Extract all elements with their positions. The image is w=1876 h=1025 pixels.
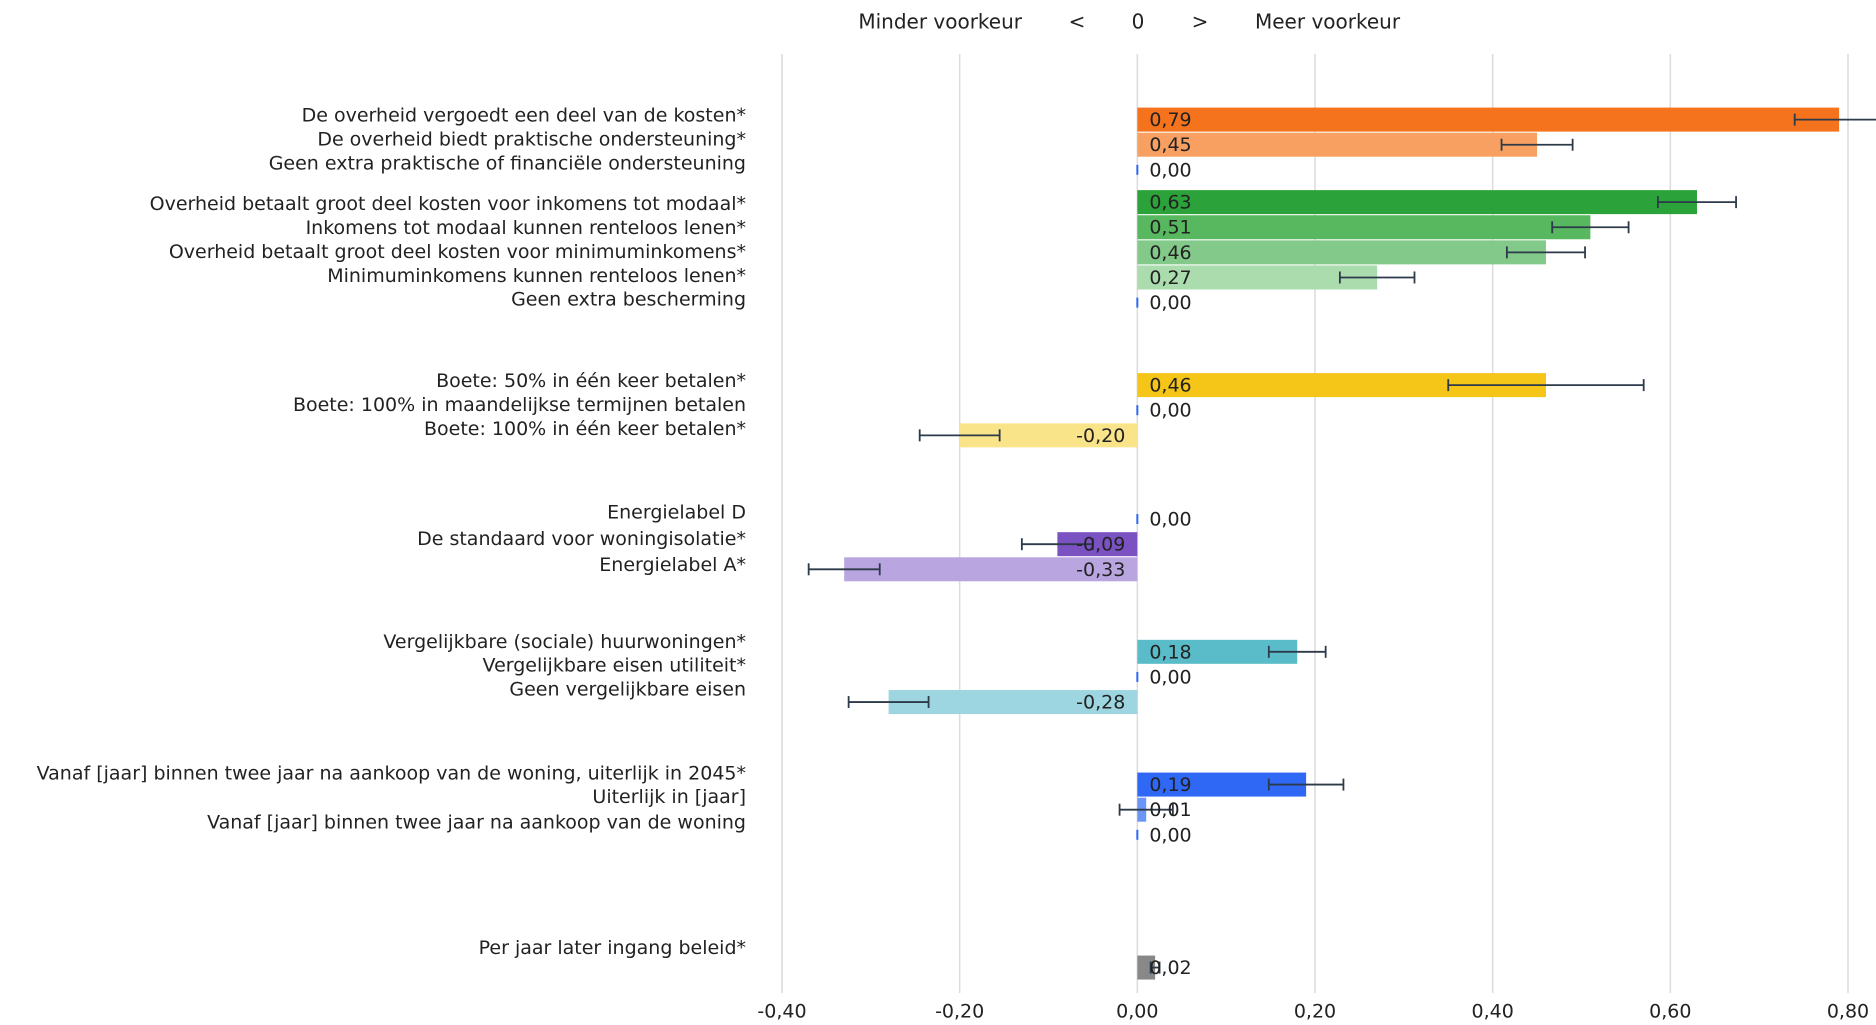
value-label: -0,09 xyxy=(1076,534,1125,556)
value-label: 0,51 xyxy=(1149,217,1191,239)
bar xyxy=(1137,132,1538,157)
category-label: Vergelijkbare (sociale) huurwoningen* xyxy=(383,631,746,653)
x-tick-label: 0,00 xyxy=(1116,1001,1158,1023)
category-label: Boete: 50% in één keer betalen* xyxy=(436,370,746,392)
header-right: Meer voorkeur xyxy=(1255,10,1401,34)
bar xyxy=(1137,107,1840,132)
category-label: Per jaar later ingang beleid* xyxy=(479,937,746,959)
bar xyxy=(1137,190,1697,215)
value-label: 0,45 xyxy=(1149,134,1191,156)
value-label: 0,18 xyxy=(1149,641,1191,663)
category-label: De standaard voor woningisolatie* xyxy=(417,528,746,550)
header-center: 0 xyxy=(1132,10,1145,34)
x-tick-label: -0,40 xyxy=(757,1001,806,1023)
category-label: Geen vergelijkbare eisen xyxy=(509,679,746,701)
category-label: Overheid betaalt groot deel kosten voor … xyxy=(169,241,746,263)
value-label: 0,00 xyxy=(1149,292,1191,314)
category-label: Vanaf [jaar] binnen twee jaar na aankoop… xyxy=(207,811,746,833)
category-label: Overheid betaalt groot deel kosten voor … xyxy=(150,193,746,215)
bar xyxy=(1137,240,1546,265)
x-tick-label: 0,80 xyxy=(1827,1001,1869,1023)
category-label: Geen extra praktische of financiële onde… xyxy=(269,152,746,174)
category-label: Energielabel D xyxy=(607,502,746,524)
x-tick-label: 0,60 xyxy=(1649,1001,1691,1023)
category-label: Vergelijkbare eisen utiliteit* xyxy=(483,655,746,677)
value-label: 0,19 xyxy=(1149,774,1191,796)
x-tick-label: 0,40 xyxy=(1472,1001,1514,1023)
category-label: Boete: 100% in één keer betalen* xyxy=(424,418,746,440)
header-left-sign: < xyxy=(1069,10,1086,34)
value-label: 0,00 xyxy=(1149,824,1191,846)
value-label: 0,63 xyxy=(1149,192,1191,214)
x-tick-label: -0,20 xyxy=(935,1001,984,1023)
bar xyxy=(1137,215,1591,240)
value-label: -0,33 xyxy=(1076,559,1125,581)
category-label: Boete: 100% in maandelijkse termijnen be… xyxy=(293,394,746,416)
bar xyxy=(1137,265,1378,290)
value-label: 0,46 xyxy=(1149,242,1191,264)
value-label: 0,00 xyxy=(1149,400,1191,422)
value-label: 0,46 xyxy=(1149,375,1191,397)
value-label: 0,27 xyxy=(1149,267,1191,289)
value-label: -0,28 xyxy=(1076,692,1125,714)
bar xyxy=(844,557,1138,582)
category-label: Minimuminkomens kunnen renteloos lenen* xyxy=(327,265,746,287)
header-right-sign: > xyxy=(1192,10,1209,34)
value-label: 0,02 xyxy=(1149,957,1191,979)
category-label: Vanaf [jaar] binnen twee jaar na aankoop… xyxy=(37,762,746,784)
value-label: 0,01 xyxy=(1149,799,1191,821)
value-label: 0,00 xyxy=(1149,509,1191,531)
category-label: De overheid biedt praktische ondersteuni… xyxy=(317,128,746,150)
category-label: Energielabel A* xyxy=(599,554,746,576)
value-label: 0,79 xyxy=(1149,109,1191,131)
value-label: 0,00 xyxy=(1149,159,1191,181)
value-label: -0,20 xyxy=(1076,425,1125,447)
value-label: 0,00 xyxy=(1149,666,1191,688)
category-label: Uiterlijk in [jaar] xyxy=(592,786,746,808)
category-label: Inkomens tot modaal kunnen renteloos len… xyxy=(306,217,746,239)
category-label: De overheid vergoedt een deel van de kos… xyxy=(302,105,746,127)
bar xyxy=(888,690,1138,715)
category-label: Geen extra bescherming xyxy=(511,289,746,311)
header-left: Minder voorkeur xyxy=(858,10,1022,34)
x-tick-label: 0,20 xyxy=(1294,1001,1336,1023)
